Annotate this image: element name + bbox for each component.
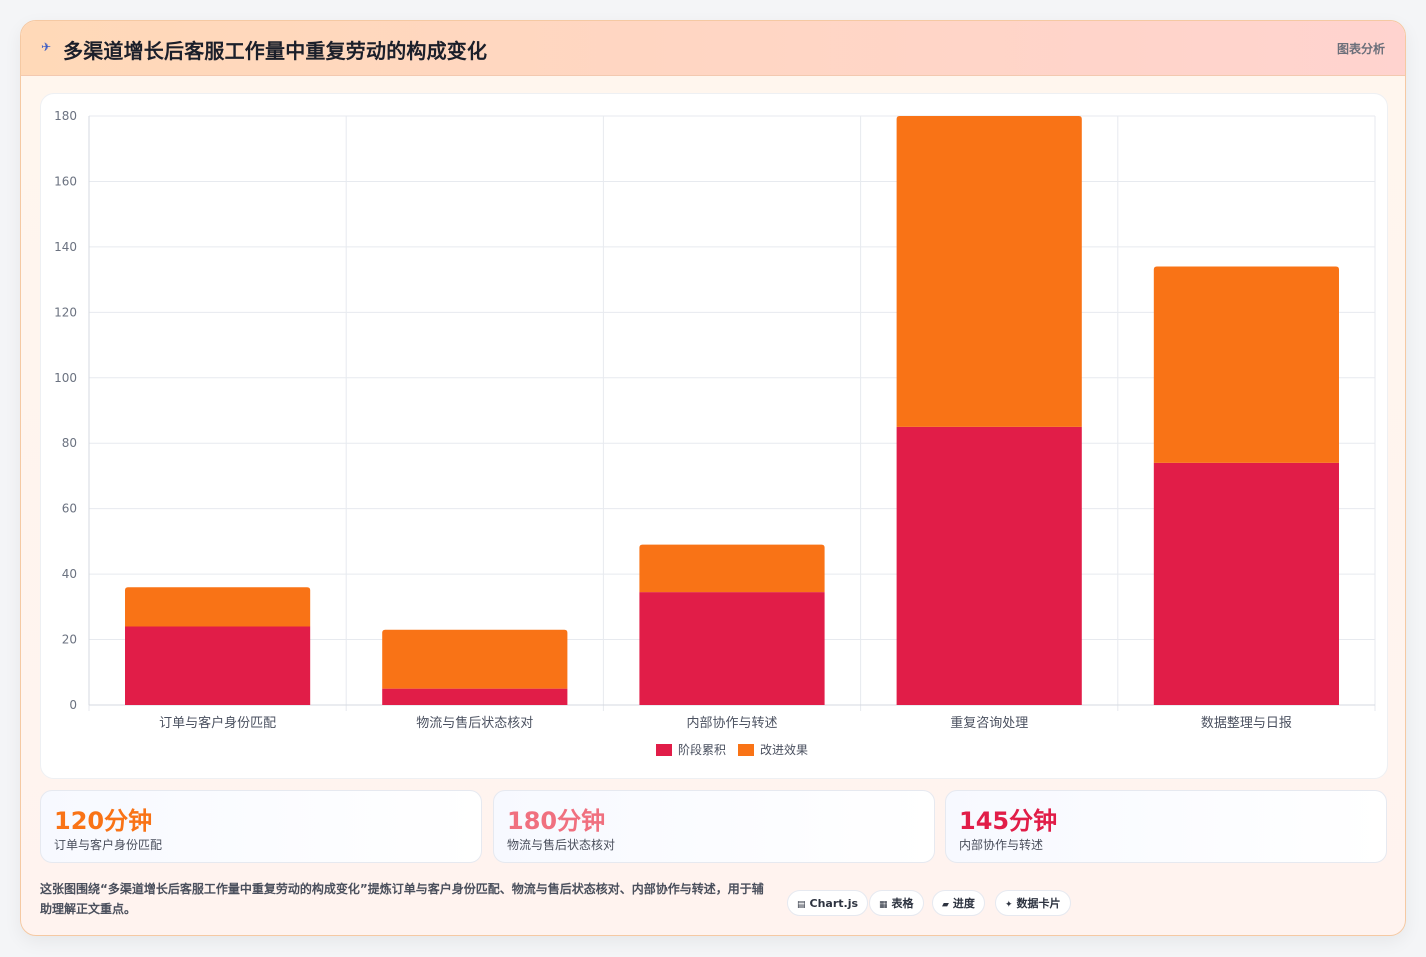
table-icon: ▦ (879, 900, 888, 910)
kpi-label: 订单与客户身份匹配 (54, 838, 163, 852)
x-tick-label: 订单与客户身份匹配 (159, 715, 276, 731)
bar-segment (896, 116, 1082, 427)
sparkle-icon: ✦ (1005, 900, 1013, 910)
y-tick-label: 180 (54, 109, 77, 123)
bar-segment (125, 626, 311, 705)
bar-segment (125, 587, 311, 627)
chart-analysis-badge[interactable]: 图表分析 (1336, 42, 1385, 56)
page-title: 多渠道增长后客服工作量中重复劳动的构成变化 (63, 39, 488, 63)
chart-icon: ▤ (797, 900, 806, 910)
x-tick-label: 重复咨询处理 (950, 715, 1028, 731)
kpi-label: 内部协作与转述 (959, 838, 1044, 852)
chart-description: 这张图围绕“多渠道增长后客服工作量中重复劳动的构成变化”提炼订单与客户身份匹配、… (40, 882, 764, 916)
bar-segment (382, 629, 568, 689)
legend-swatch (656, 744, 672, 756)
legend-label: 阶段累积 (678, 742, 726, 757)
chip-label: 进度 (952, 897, 975, 910)
progress-icon: ▰ (942, 900, 949, 910)
y-tick-label: 40 (62, 567, 77, 581)
bar-segment (1153, 266, 1339, 463)
bar-segment (639, 544, 825, 593)
kpi-card-2: 180分钟 物流与售后状态核对 (493, 790, 935, 863)
chip-label: 表格 (891, 897, 914, 910)
chip-progress[interactable]: ▰ 进度 (932, 890, 985, 916)
y-tick-label: 160 (54, 174, 77, 188)
chip-data-card[interactable]: ✦ 数据卡片 (995, 890, 1071, 916)
kpi-value: 180分钟 (507, 807, 606, 835)
bar-segment (1153, 462, 1339, 705)
x-tick-label: 数据整理与日报 (1201, 716, 1292, 731)
bar-segment (639, 592, 825, 705)
y-tick-label: 20 (62, 633, 77, 647)
kpi-card-1: 120分钟 订单与客户身份匹配 (40, 790, 482, 863)
legend-swatch (738, 744, 754, 756)
card-header: ✈ 多渠道增长后客服工作量中重复劳动的构成变化 图表分析 (21, 21, 1405, 76)
bar-segment (382, 688, 568, 705)
x-tick-label: 内部协作与转述 (686, 715, 777, 731)
y-tick-label: 0 (69, 698, 77, 712)
kpi-value: 120分钟 (54, 807, 153, 835)
chip-label: Chart.js (809, 897, 859, 910)
chip-chartjs[interactable]: ▤ Chart.js (787, 890, 869, 916)
y-tick-label: 100 (54, 371, 77, 385)
bar-segment (896, 426, 1082, 705)
y-tick-label: 80 (62, 436, 77, 450)
stacked-bar-chart: 0 20 40 60 80 100 120 140 160 180 订单与客户身份匹配 物流与售后状态… (54, 109, 1376, 757)
legend-label: 改进效果 (760, 742, 808, 757)
chart-card: ✈ 多渠道增长后客服工作量中重复劳动的构成变化 图表分析 0 20 40 60 80 10… (20, 20, 1406, 936)
chip-table[interactable]: ▦ 表格 (869, 890, 924, 916)
y-tick-label: 140 (54, 240, 77, 254)
chart-container: 0 20 40 60 80 100 120 140 160 180 订单与客户身份匹配 物流与售后状态… (40, 93, 1388, 779)
kpi-label: 物流与售后状态核对 (507, 838, 616, 852)
plane-icon: ✈ (41, 40, 52, 54)
y-tick-label: 120 (54, 305, 77, 319)
kpi-value: 145分钟 (959, 807, 1058, 835)
y-tick-label: 60 (62, 502, 77, 516)
chip-label: 数据卡片 (1016, 897, 1061, 910)
kpi-card-3: 145分钟 内部协作与转述 (945, 790, 1387, 863)
x-tick-label: 物流与售后状态核对 (416, 715, 533, 731)
